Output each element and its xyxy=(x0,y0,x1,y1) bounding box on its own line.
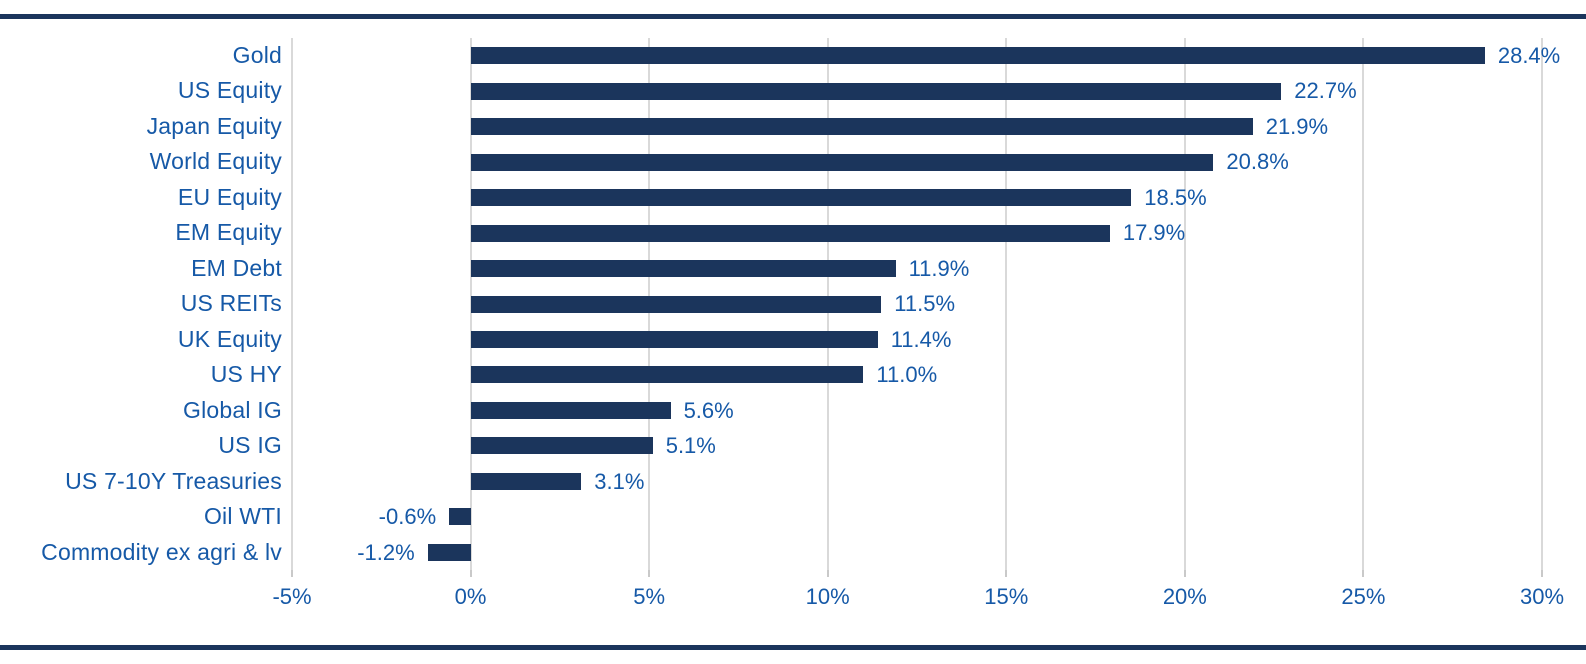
bar xyxy=(470,118,1253,136)
bar xyxy=(470,189,1132,207)
value-label: 17.9% xyxy=(1122,220,1186,246)
x-tick-mark xyxy=(469,570,472,577)
value-label: 11.4% xyxy=(890,326,952,352)
value-label: 3.1% xyxy=(594,468,645,494)
bar xyxy=(470,47,1485,65)
x-tick-mark xyxy=(826,570,829,577)
value-label: 5.6% xyxy=(683,397,734,423)
value-label: 11.5% xyxy=(894,291,956,317)
gridline-25% xyxy=(1362,38,1365,570)
bar xyxy=(470,472,582,490)
gridline-30% xyxy=(1541,38,1543,570)
value-label: -1.2% xyxy=(357,539,415,565)
category-label: UK Equity xyxy=(177,325,282,352)
bar xyxy=(470,224,1110,242)
category-label: Commodity ex agri & lv xyxy=(41,538,282,565)
x-tick-label: 20% xyxy=(1162,584,1207,609)
x-tick-label: 10% xyxy=(805,584,850,609)
value-label: 5.1% xyxy=(665,433,716,459)
value-label: 22.7% xyxy=(1294,78,1357,104)
gridline--5% xyxy=(291,38,293,570)
x-tick-label: 0% xyxy=(454,584,487,609)
category-label: World Equity xyxy=(149,148,282,175)
x-tick-label: 15% xyxy=(984,584,1029,609)
category-label: US 7-10Y Treasuries xyxy=(65,467,282,494)
value-label: 11.9% xyxy=(908,255,970,281)
category-label: Oil WTI xyxy=(203,503,282,530)
bar xyxy=(449,508,471,526)
category-label: Gold xyxy=(232,42,282,68)
bar xyxy=(470,82,1282,100)
x-tick-mark xyxy=(291,570,293,577)
category-label: US REITs xyxy=(180,290,282,317)
bar xyxy=(470,401,671,419)
bar xyxy=(470,153,1214,171)
x-tick-mark xyxy=(1362,570,1365,577)
bar xyxy=(470,437,653,455)
gridline-20% xyxy=(1183,38,1186,570)
gridline-15% xyxy=(1005,38,1008,570)
bottom-border-rule xyxy=(0,645,1586,650)
category-label: Global IG xyxy=(183,396,282,423)
category-label: US IG xyxy=(218,432,282,459)
bar xyxy=(470,330,878,348)
category-label: US Equity xyxy=(177,77,282,104)
x-tick-mark xyxy=(1005,570,1008,577)
bar xyxy=(470,366,864,384)
value-label: 20.8% xyxy=(1226,149,1289,175)
value-label: 11.0% xyxy=(876,362,938,388)
x-tick-label: 30% xyxy=(1519,584,1565,609)
category-label: EM Equity xyxy=(175,219,282,246)
bar xyxy=(470,295,882,313)
x-tick-mark xyxy=(648,570,651,577)
value-label: 28.4% xyxy=(1497,43,1561,68)
category-label: Japan Equity xyxy=(146,112,282,139)
x-tick-mark xyxy=(1541,570,1543,577)
value-label: 21.9% xyxy=(1265,113,1329,139)
category-label: US HY xyxy=(210,361,282,388)
bar xyxy=(427,543,471,561)
top-border-rule xyxy=(0,14,1586,19)
x-tick-mark xyxy=(1183,570,1186,577)
x-tick-label: 5% xyxy=(633,584,666,609)
value-label: -0.6% xyxy=(378,504,437,530)
value-label: 18.5% xyxy=(1144,184,1207,210)
x-tick-label: -5% xyxy=(272,584,312,609)
category-label: EU Equity xyxy=(177,183,282,210)
category-label: EM Debt xyxy=(191,254,282,281)
x-tick-label: 25% xyxy=(1341,584,1386,609)
bar xyxy=(470,260,896,278)
